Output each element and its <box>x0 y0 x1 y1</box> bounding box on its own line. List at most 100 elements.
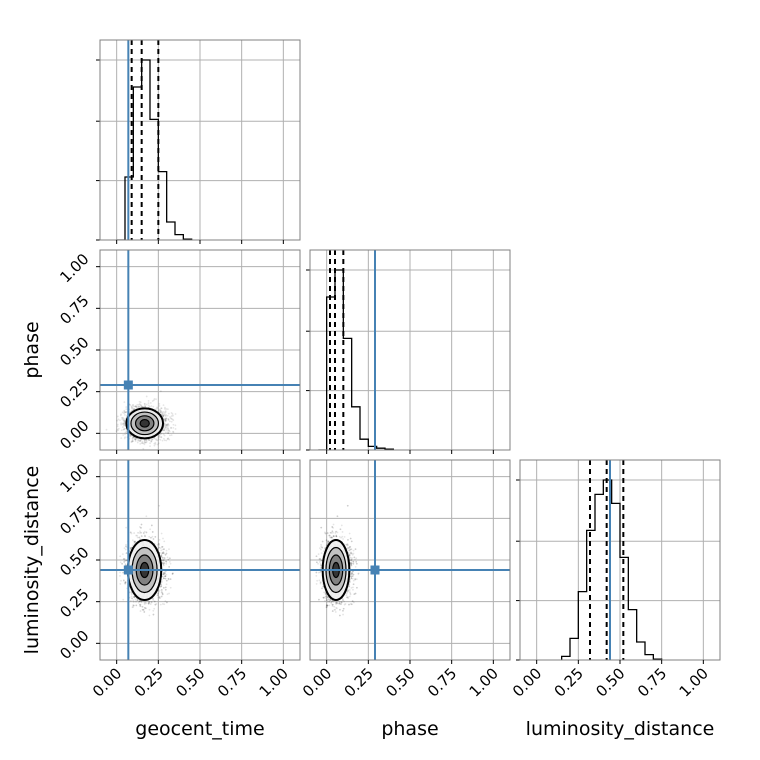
sample-point <box>165 408 168 410</box>
sample-point <box>134 438 136 441</box>
sample-point <box>160 532 163 535</box>
sample-point <box>124 581 127 584</box>
sample-point <box>150 524 153 527</box>
sample-point <box>168 548 170 551</box>
sample-point <box>154 408 157 411</box>
sample-point <box>116 415 119 418</box>
sample-point <box>123 547 126 550</box>
sample-point <box>159 410 162 413</box>
sample-point <box>125 545 127 548</box>
sample-point <box>148 438 151 441</box>
sample-point <box>132 604 135 607</box>
sample-point <box>159 409 162 412</box>
sample-point <box>160 583 162 586</box>
sample-point <box>124 411 127 414</box>
sample-point <box>162 559 165 562</box>
sample-point <box>121 416 124 419</box>
sample-point <box>165 560 167 563</box>
sample-point <box>131 606 134 609</box>
sample-point <box>119 561 122 564</box>
sample-point <box>162 404 165 406</box>
sample-point <box>160 435 163 438</box>
sample-point <box>171 572 174 575</box>
sample-point <box>140 405 143 408</box>
sample-point <box>119 414 122 417</box>
sample-point <box>136 441 139 444</box>
sample-point <box>140 531 142 534</box>
sample-point <box>145 439 148 441</box>
sample-point <box>139 401 142 404</box>
sample-point <box>140 526 142 529</box>
sample-point <box>159 603 162 606</box>
sample-point <box>151 400 154 402</box>
sample-point <box>167 427 170 430</box>
sample-point <box>143 441 146 444</box>
sample-point <box>135 600 137 603</box>
sample-point <box>130 595 133 598</box>
sample-point <box>162 437 165 440</box>
sample-point <box>151 438 154 441</box>
sample-point <box>169 562 172 565</box>
sample-point <box>145 531 148 534</box>
sample-point <box>165 562 168 565</box>
sample-point <box>166 423 169 426</box>
sample-point <box>153 437 156 440</box>
sample-point <box>120 579 122 582</box>
sample-point <box>161 593 164 596</box>
sample-point <box>142 442 145 445</box>
sample-point <box>144 405 147 408</box>
sample-point <box>158 596 161 598</box>
sample-point <box>163 429 166 432</box>
sample-point <box>120 416 123 419</box>
sample-point <box>133 532 136 534</box>
sample-point <box>130 407 133 410</box>
sample-point <box>164 417 167 420</box>
sample-point <box>161 556 164 559</box>
sample-point <box>143 439 146 442</box>
sample-point <box>144 441 147 444</box>
sample-point <box>124 582 127 585</box>
sample-point <box>134 437 137 440</box>
sample-point <box>148 439 151 442</box>
sample-point <box>161 552 164 555</box>
sample-point <box>157 542 160 545</box>
sample-point <box>149 442 151 445</box>
sample-point <box>156 543 159 546</box>
sample-point <box>170 426 172 429</box>
sample-point <box>138 600 141 603</box>
sample-point <box>150 601 153 604</box>
sample-point <box>165 552 168 555</box>
sample-point <box>135 405 138 408</box>
sample-point <box>162 573 165 575</box>
sample-point <box>142 608 145 611</box>
sample-point <box>158 408 161 411</box>
sample-point <box>147 602 150 605</box>
sample-point <box>117 429 119 432</box>
sample-point <box>164 575 167 578</box>
sample-point <box>163 417 165 420</box>
grid-layer <box>100 40 720 660</box>
sample-point <box>143 530 146 533</box>
sample-point <box>151 535 154 538</box>
sample-point <box>125 406 128 408</box>
sample-point <box>161 414 163 416</box>
sample-point <box>160 595 163 598</box>
sample-point <box>140 442 143 444</box>
sample-point <box>123 420 126 422</box>
sample-point <box>162 573 164 576</box>
sample-point <box>116 423 119 426</box>
sample-point <box>145 403 148 406</box>
sample-point <box>123 412 125 415</box>
sample-point <box>164 420 166 423</box>
sample-point <box>166 556 169 559</box>
sample-point <box>161 545 164 548</box>
sample-point <box>147 399 150 402</box>
sample-point <box>131 435 134 438</box>
sample-point <box>143 438 146 441</box>
sample-point <box>139 603 141 606</box>
sample-point <box>162 586 165 589</box>
sample-point <box>138 532 141 534</box>
sample-point <box>156 443 159 446</box>
sample-point <box>130 405 133 408</box>
sample-point <box>160 411 163 413</box>
